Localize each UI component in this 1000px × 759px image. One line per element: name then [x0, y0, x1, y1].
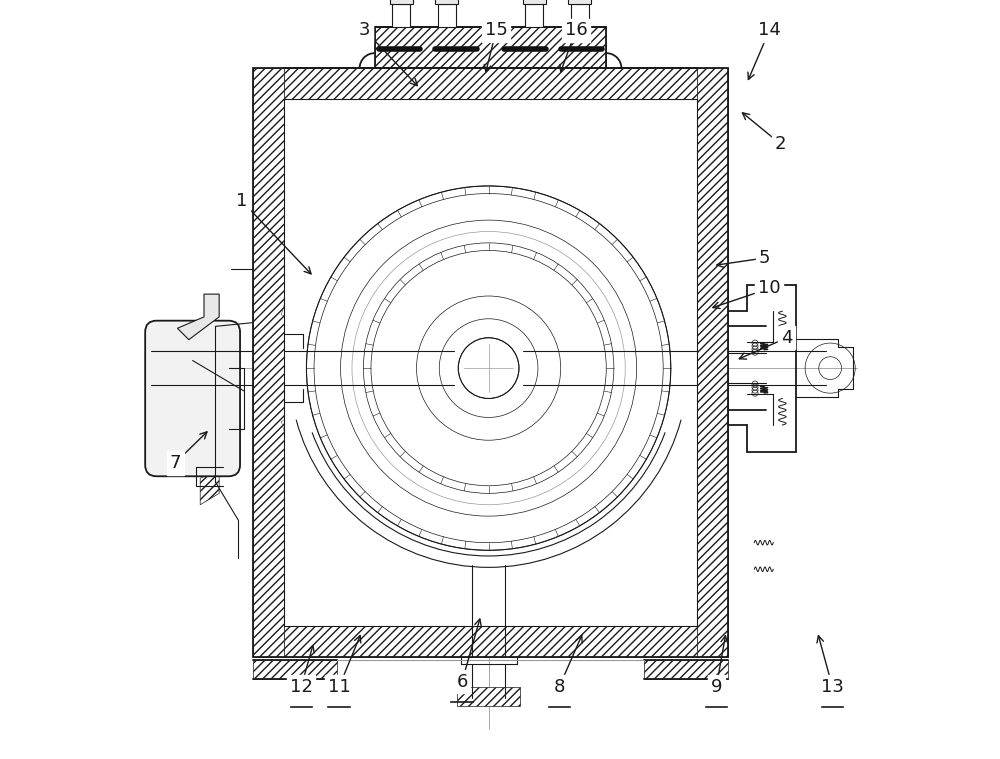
Text: 16: 16	[565, 21, 587, 39]
Bar	[568, 0, 591, 4]
FancyBboxPatch shape	[145, 320, 240, 477]
Bar	[392, 4, 410, 27]
Bar	[284, 626, 697, 657]
Text: 6: 6	[456, 672, 468, 691]
Bar	[375, 27, 606, 68]
Polygon shape	[363, 243, 614, 493]
Text: 1: 1	[236, 192, 248, 210]
Polygon shape	[306, 186, 671, 550]
Text: 10: 10	[758, 279, 781, 298]
Text: 5: 5	[758, 249, 770, 267]
Bar	[571, 4, 589, 27]
Text: 14: 14	[758, 21, 781, 39]
Polygon shape	[200, 471, 219, 505]
Polygon shape	[177, 294, 219, 340]
Bar	[392, 4, 410, 27]
Bar	[284, 99, 697, 626]
Bar	[390, 0, 413, 4]
Bar	[438, 4, 456, 27]
Text: 4: 4	[781, 329, 793, 347]
Text: 13: 13	[821, 678, 844, 696]
Bar	[525, 4, 543, 27]
Polygon shape	[281, 417, 696, 582]
Text: 11: 11	[328, 678, 350, 696]
Bar	[523, 0, 546, 4]
Bar	[644, 660, 728, 679]
Polygon shape	[281, 154, 696, 320]
Text: 9: 9	[711, 678, 722, 696]
Bar	[438, 4, 456, 27]
Bar	[375, 27, 606, 68]
Bar	[457, 687, 520, 706]
Text: 3: 3	[359, 21, 371, 39]
Bar	[253, 68, 284, 657]
Polygon shape	[439, 319, 538, 417]
Bar	[253, 660, 337, 679]
Text: 12: 12	[290, 678, 313, 696]
Bar	[525, 4, 543, 27]
Bar	[253, 68, 728, 657]
Bar	[697, 68, 728, 657]
Text: 8: 8	[554, 678, 565, 696]
Bar	[571, 4, 589, 27]
Text: 7: 7	[169, 454, 181, 472]
Bar	[435, 0, 458, 4]
Bar	[284, 68, 697, 99]
Text: 2: 2	[775, 135, 787, 153]
Text: 15: 15	[485, 21, 508, 39]
